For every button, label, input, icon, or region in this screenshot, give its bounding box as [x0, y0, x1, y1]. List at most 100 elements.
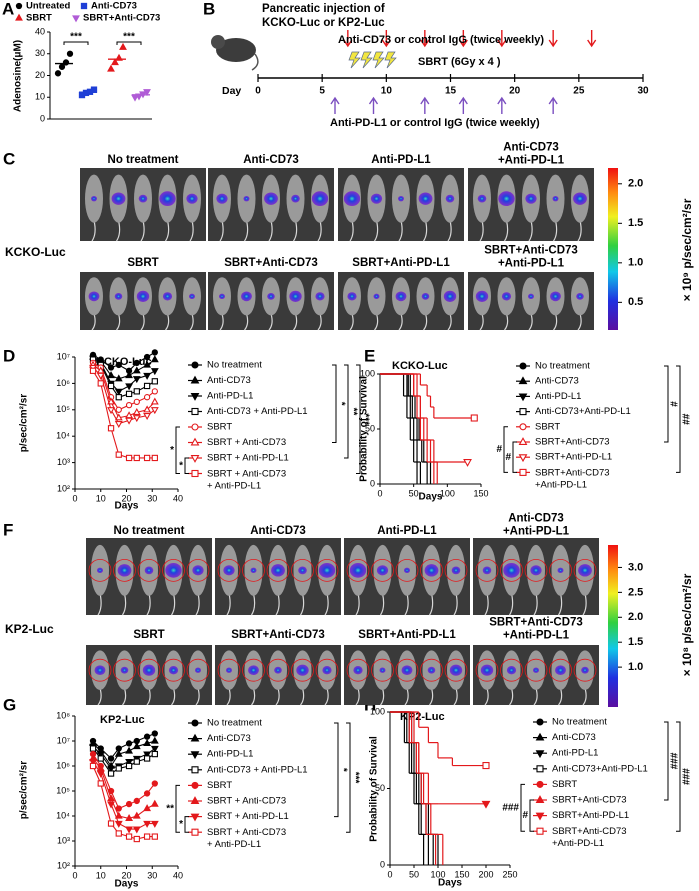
bioluminescence [274, 666, 282, 674]
censor-marker [463, 459, 472, 467]
legend-marker [535, 750, 545, 759]
significance-label: *** [70, 32, 82, 43]
x-tick-label: 30 [147, 493, 157, 503]
text-line: SBRT+Anti-CD73 [484, 245, 578, 257]
y-tick-label: 100 [370, 706, 385, 716]
bioluminescence [353, 666, 363, 675]
significance-bracket [175, 784, 180, 833]
data-point [150, 736, 159, 744]
bioluminescence [162, 292, 173, 301]
legend-label: SBRT+Anti-CD73 [552, 795, 627, 806]
x-tick-label: 0 [72, 870, 77, 880]
significance-label: * [337, 768, 348, 772]
text-line: + Anti-PD-L1 [207, 839, 261, 850]
y-tick-label: 10⁷ [57, 351, 70, 361]
significance-label: * [335, 402, 346, 406]
group-title: Anti-CD73 +Anti-PD-L1 [503, 513, 570, 538]
bioluminescence [343, 191, 361, 207]
y-axis-label: p/sec/cm²/sr [19, 761, 30, 819]
legend-marker [190, 393, 200, 401]
legend-marker [191, 719, 199, 727]
group-title: Anti-CD73 [250, 525, 306, 537]
legend-label: No treatment [207, 718, 262, 729]
group-title: SBRT+Anti-CD73 [224, 257, 318, 269]
data-point [114, 420, 123, 428]
data-point [107, 397, 115, 405]
bioluminescence [114, 292, 123, 300]
colorbar [608, 168, 618, 330]
panel-label: C [3, 149, 15, 168]
significance-bracket [676, 365, 681, 473]
legend-label: SBRT [535, 421, 560, 432]
significance-bracket [664, 365, 669, 443]
bioluminescence [503, 562, 520, 578]
data-point [133, 398, 140, 406]
bioluminescence [195, 667, 201, 673]
y-axis-label: p/sec/cm²/sr [19, 394, 30, 452]
data-point [107, 425, 115, 432]
data-point [132, 366, 141, 374]
bioluminescence [424, 564, 439, 577]
data-point [114, 374, 123, 382]
legend-marker [519, 423, 527, 431]
bioluminescence [165, 562, 182, 578]
data-point [96, 751, 105, 759]
text-line: +Anti-PD-L1 [503, 630, 570, 642]
legend-marker [190, 437, 200, 446]
legend-label: SBRT + Anti-CD73 + Anti-PD-L1 [207, 468, 286, 491]
legend-marker [518, 393, 528, 402]
legend-marker [536, 718, 544, 726]
roi-circle [444, 658, 468, 682]
treatment-arrow [458, 96, 468, 114]
data-point [143, 833, 151, 840]
colorbar-tick-label: 2.0 [628, 611, 643, 623]
legend-label: No treatment [207, 360, 262, 371]
bioluminescence [376, 565, 389, 576]
bioluminescence [315, 292, 325, 301]
radiation-icon [348, 51, 361, 69]
group-title: SBRT+Anti-CD73 +Anti-PD-L1 [489, 617, 583, 642]
y-tick-label: 20 [35, 70, 45, 80]
data-point [125, 814, 134, 822]
bioluminescence [349, 562, 367, 578]
x-tick-label: 100 [440, 488, 455, 498]
legend-marker [519, 468, 527, 476]
text-line: SBRT + Anti-CD73 [207, 468, 286, 479]
data-point [143, 382, 151, 390]
colorbar-tick-label: 1.5 [628, 217, 643, 229]
significance-label: * [170, 445, 174, 456]
legend-marker [190, 751, 200, 760]
x-tick-label: 30 [147, 870, 157, 880]
legend-marker [190, 375, 200, 384]
roi-circle [266, 658, 290, 682]
data-point [114, 811, 123, 819]
data-point [133, 758, 140, 765]
data-point [96, 764, 105, 772]
data-point [132, 742, 141, 750]
panel-label: A [2, 0, 14, 18]
data-point [125, 762, 133, 770]
data-point [115, 406, 122, 413]
mouse-icon [211, 35, 225, 49]
roi-circle [242, 558, 265, 582]
data-point [89, 758, 97, 766]
legend-marker [535, 732, 545, 741]
text-line: Pancreatic injection of [262, 3, 385, 15]
legend-label: Anti-CD73 [535, 376, 579, 387]
text-line: +Anti-PD-L1 [498, 258, 565, 270]
data-point [133, 388, 140, 395]
data-point [150, 355, 159, 363]
y-tick-label: 0 [40, 113, 45, 123]
treatment-label: Anti-CD73 or control IgG (twice weekly) [338, 34, 544, 46]
significance-label: *** [359, 413, 370, 425]
colorbar-tick-label: 1.5 [628, 636, 643, 648]
panel-label: D [3, 346, 15, 365]
legend-marker [190, 733, 200, 742]
significance-label: ** [166, 803, 174, 814]
significance-label: *** [349, 772, 360, 784]
x-tick-label: 40 [173, 870, 183, 880]
legend-marker [191, 766, 199, 774]
group-title: SBRT [133, 629, 164, 641]
x-tick-label: 10 [96, 870, 106, 880]
roi-circle [266, 558, 290, 582]
